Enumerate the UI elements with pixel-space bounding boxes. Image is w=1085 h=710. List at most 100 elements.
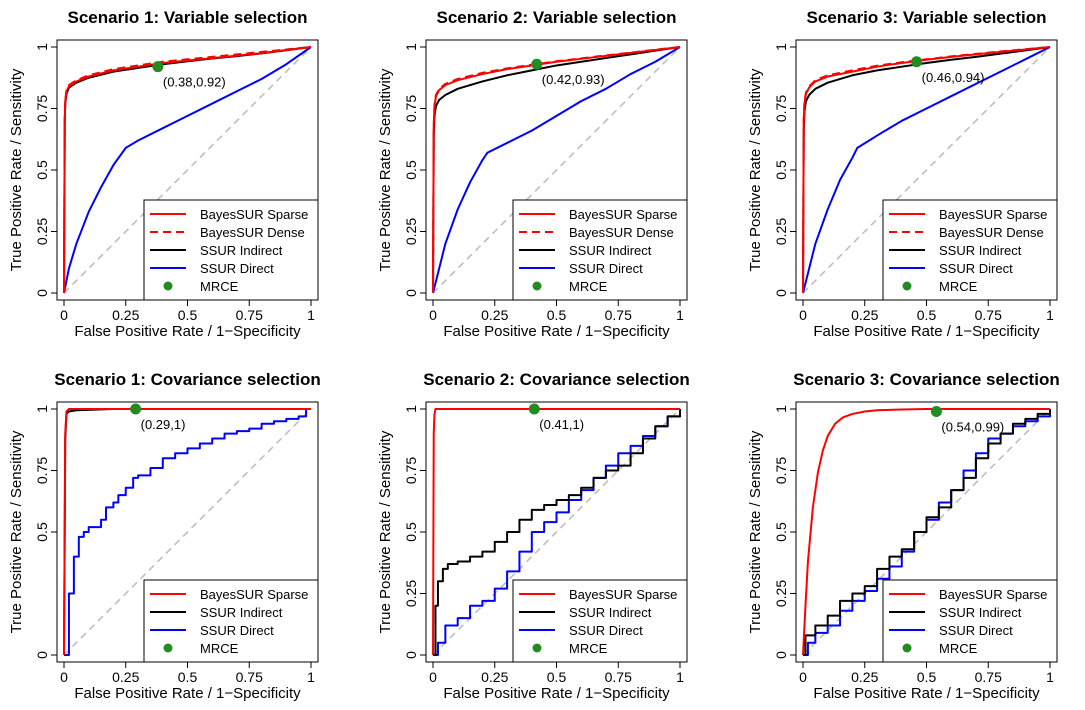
y-tick-label: 0: [403, 651, 419, 659]
x-tick-label: 0.25: [481, 307, 508, 323]
mrce-point: [152, 61, 164, 73]
x-tick-label: 0.5: [547, 669, 567, 685]
reference-diagonal: [802, 46, 1051, 294]
x-tick-label: 0.5: [917, 307, 937, 323]
chart-title: Scenario 2: Covariance selection: [423, 370, 689, 389]
legend-label: BayesSUR Dense: [939, 225, 1044, 240]
legend: BayesSUR Sparse BayesSUR Dense SSUR Indire…: [882, 199, 1058, 301]
y-axis-label: True Positive Rate / Sensitivity: [377, 68, 394, 271]
mrce-point: [130, 403, 142, 415]
legend-label: BayesSUR Sparse: [569, 207, 677, 222]
y-tick-label: 1: [773, 405, 789, 413]
legend: BayesSUR Sparse BayesSUR Dense SSUR Indire…: [512, 199, 688, 301]
legend-label: BayesSUR Sparse: [200, 207, 308, 222]
y-tick-label: 0: [773, 289, 789, 297]
chart-panel-1: Scenario 1: Variable selection 0 0.25 0.5 0.…: [8, 8, 319, 340]
y-tick-label: 1: [403, 405, 419, 413]
legend: BayesSUR Sparse SSUR Indirect SSUR Direct M…: [882, 579, 1058, 663]
legend-label: SSUR Indirect: [939, 605, 1022, 620]
legend-label: SSUR Indirect: [569, 243, 652, 258]
y-tick-label: 0: [34, 651, 50, 659]
legend: BayesSUR Sparse SSUR Indirect SSUR Direct M…: [512, 579, 688, 663]
series-line-bayessur-sparse: [432, 46, 681, 294]
legend-label: MRCE: [939, 279, 978, 294]
legend-label: SSUR Indirect: [569, 605, 652, 620]
legend-label: SSUR Direct: [939, 261, 1013, 276]
x-tick-label: 0.25: [851, 307, 878, 323]
x-axis-label: False Positive Rate / 1−Specificity: [813, 323, 1040, 340]
x-tick-label: 0.25: [481, 669, 508, 685]
legend-label: MRCE: [200, 641, 239, 656]
legend: BayesSUR Sparse SSUR Indirect SSUR Direct M…: [143, 579, 319, 663]
legend-marker: [532, 281, 542, 291]
y-tick-label: 0.25: [34, 218, 50, 245]
y-tick-label: 0.25: [403, 580, 419, 607]
chart-title: Scenario 3: Variable selection: [806, 8, 1046, 27]
legend-marker: [902, 643, 912, 653]
y-tick-label: 0.5: [773, 522, 789, 542]
x-tick-label: 0: [429, 669, 437, 685]
reference-diagonal: [63, 46, 312, 294]
mrce-annotation: (0.46,0.94): [922, 70, 985, 85]
legend-label: BayesSUR Dense: [569, 225, 674, 240]
x-tick-label: 0: [799, 669, 807, 685]
x-tick-label: 0.25: [851, 669, 878, 685]
x-tick-label: 0.75: [605, 669, 632, 685]
mrce-point: [528, 403, 540, 415]
reference-diagonal: [432, 46, 681, 294]
chart-panel-4: Scenario 1: Covariance selection 0 0.25 0.5…: [8, 370, 321, 702]
x-tick-label: 0: [799, 307, 807, 323]
mrce-annotation: (0.41,1): [539, 417, 584, 432]
mrce-point: [911, 56, 923, 68]
x-tick-label: 0.5: [547, 307, 567, 323]
legend-marker: [163, 643, 173, 653]
chart-panel-2: Scenario 2: Variable selection 0 0.25 0.5 0.…: [377, 8, 688, 340]
x-tick-label: 0.5: [917, 669, 937, 685]
y-tick-label: 1: [403, 43, 419, 51]
y-tick-label: 0.5: [34, 160, 50, 180]
chart-panel-5: Scenario 2: Covariance selection 0 0.25 0.5…: [377, 370, 690, 702]
x-tick-label: 1: [676, 307, 684, 323]
y-tick-label: 0.25: [773, 580, 789, 607]
y-tick-label: 0.25: [403, 218, 419, 245]
y-tick-label: 0.5: [773, 160, 789, 180]
series-line-ssur-indirect: [433, 409, 681, 656]
x-axis-label: False Positive Rate / 1−Specificity: [813, 685, 1040, 702]
mrce-annotation: (0.29,1): [141, 417, 186, 432]
chart-title: Scenario 2: Variable selection: [436, 8, 676, 27]
legend-label: BayesSUR Sparse: [939, 587, 1047, 602]
x-tick-label: 0.5: [178, 307, 198, 323]
series-line-ssur-direct: [432, 46, 681, 294]
x-tick-label: 0.75: [605, 307, 632, 323]
x-tick-label: 0.25: [112, 307, 139, 323]
legend-label: SSUR Direct: [569, 261, 643, 276]
y-tick-label: 1: [34, 43, 50, 51]
x-tick-label: 0.75: [236, 669, 263, 685]
x-tick-label: 1: [676, 669, 684, 685]
chart-panel-6: Scenario 3: Covariance selection 0 0.25 0.5…: [747, 370, 1060, 702]
y-axis-label: True Positive Rate / Sensitivity: [747, 430, 764, 633]
chart-title: Scenario 3: Covariance selection: [793, 370, 1059, 389]
x-tick-label: 0: [60, 307, 68, 323]
x-tick-label: 0: [429, 307, 437, 323]
x-tick-label: 1: [307, 307, 315, 323]
x-tick-label: 0.25: [112, 669, 139, 685]
legend-label: BayesSUR Sparse: [200, 587, 308, 602]
legend-label: BayesSUR Sparse: [569, 587, 677, 602]
mrce-annotation: (0.42,0.93): [542, 72, 605, 87]
chart-title: Scenario 1: Variable selection: [67, 8, 307, 27]
x-tick-label: 1: [307, 669, 315, 685]
legend-marker: [163, 281, 173, 291]
y-tick-label: 0.75: [773, 457, 789, 484]
x-tick-label: 1: [1046, 669, 1054, 685]
series-line-ssur-direct: [63, 46, 312, 294]
legend-label: SSUR Indirect: [200, 243, 283, 258]
y-tick-label: 0: [773, 651, 789, 659]
legend-label: SSUR Direct: [569, 623, 643, 638]
legend-label: SSUR Indirect: [939, 243, 1022, 258]
x-tick-label: 0.75: [975, 307, 1002, 323]
x-tick-label: 1: [1046, 307, 1054, 323]
mrce-point: [930, 405, 942, 417]
reference-diagonal: [63, 408, 312, 656]
